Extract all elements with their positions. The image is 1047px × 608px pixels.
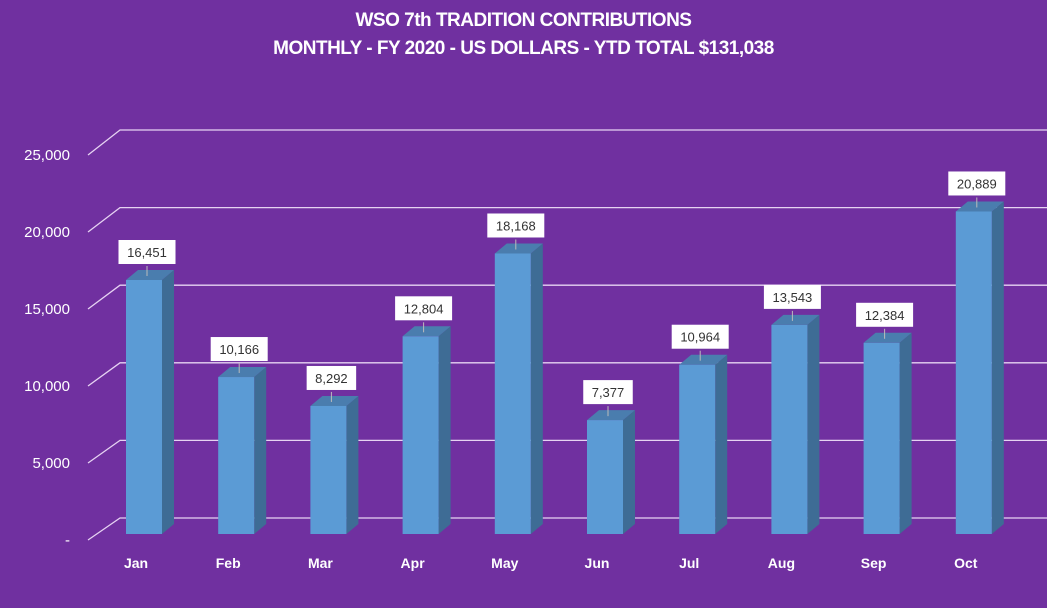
- bar: [310, 405, 347, 534]
- gridline: [87, 439, 1047, 464]
- x-tick-label: Jan: [124, 555, 148, 571]
- bar: [863, 342, 900, 534]
- y-tick-label: 20,000: [24, 224, 70, 241]
- gridline: [87, 362, 1047, 387]
- bar-side: [438, 326, 451, 534]
- data-label: 20,889: [957, 176, 997, 191]
- x-tick-label: Oct: [954, 555, 978, 571]
- x-tick-label: Aug: [768, 555, 795, 571]
- data-label-box: [395, 296, 453, 321]
- bar: [218, 377, 255, 534]
- bar-top: [587, 410, 635, 421]
- bar-side: [254, 367, 267, 534]
- bar-top: [679, 354, 728, 365]
- gridline: [87, 284, 1047, 310]
- bar: [771, 324, 808, 534]
- y-tick-label: 15,000: [24, 301, 70, 318]
- bar-side: [162, 270, 174, 534]
- bar-top: [955, 201, 1004, 212]
- gridline: [87, 129, 1047, 156]
- bar-side: [623, 410, 635, 534]
- data-label-box: [118, 240, 176, 264]
- data-label: 10,964: [680, 330, 720, 345]
- data-label-box: [763, 284, 821, 309]
- bar: [494, 253, 531, 535]
- data-label-box: [487, 213, 545, 238]
- bar-top: [126, 270, 174, 280]
- data-label: 8,292: [315, 371, 348, 386]
- chart-subtitle: MONTHLY - FY 2020 - US DOLLARS - YTD TOT…: [273, 38, 774, 59]
- bar-side: [991, 201, 1004, 534]
- y-tick-label: 10,000: [24, 378, 70, 395]
- bar-top: [310, 395, 359, 406]
- data-label: 10,166: [219, 342, 259, 357]
- bar: [679, 364, 716, 534]
- y-tick-label: -: [65, 532, 70, 549]
- bar-side: [807, 314, 820, 534]
- x-tick-label: Sep: [861, 555, 887, 571]
- data-label-box: [306, 365, 357, 390]
- data-label: 12,384: [865, 308, 905, 323]
- data-label-box: [583, 380, 633, 405]
- bar: [955, 211, 992, 534]
- data-label: 18,168: [496, 218, 536, 233]
- y-tick-label: 25,000: [24, 147, 70, 164]
- data-label: 7,377: [592, 385, 625, 400]
- bar-top: [494, 243, 543, 254]
- bar: [587, 420, 623, 534]
- x-tick-label: Jul: [679, 555, 699, 571]
- x-tick-label: Feb: [216, 555, 241, 571]
- y-tick-label: 5,000: [32, 455, 70, 472]
- x-tick-label: Jun: [585, 555, 610, 571]
- x-tick-label: May: [491, 555, 518, 571]
- bar-side: [346, 395, 359, 534]
- bar: [402, 336, 439, 534]
- x-tick-label: Apr: [401, 555, 426, 571]
- chart-title: WSO 7th TRADITION CONTRIBUTIONS: [355, 10, 692, 31]
- data-label: 13,543: [773, 290, 813, 305]
- gridline: [87, 206, 1047, 233]
- bar-top: [771, 314, 820, 325]
- bar-side: [899, 332, 912, 534]
- gridline: [87, 517, 1047, 541]
- data-label-box: [856, 302, 914, 327]
- data-label: 12,804: [404, 301, 444, 316]
- bar-side: [715, 354, 728, 534]
- bar: [126, 280, 162, 534]
- bar-side: [530, 243, 543, 535]
- data-label-box: [948, 171, 1006, 196]
- x-tick-label: Mar: [308, 555, 333, 571]
- bar-top: [402, 326, 451, 337]
- data-label-box: [671, 324, 729, 349]
- bar-top: [218, 367, 267, 378]
- data-label-box: [210, 337, 268, 362]
- data-label: 16,451: [127, 245, 167, 260]
- bar-top: [863, 332, 912, 343]
